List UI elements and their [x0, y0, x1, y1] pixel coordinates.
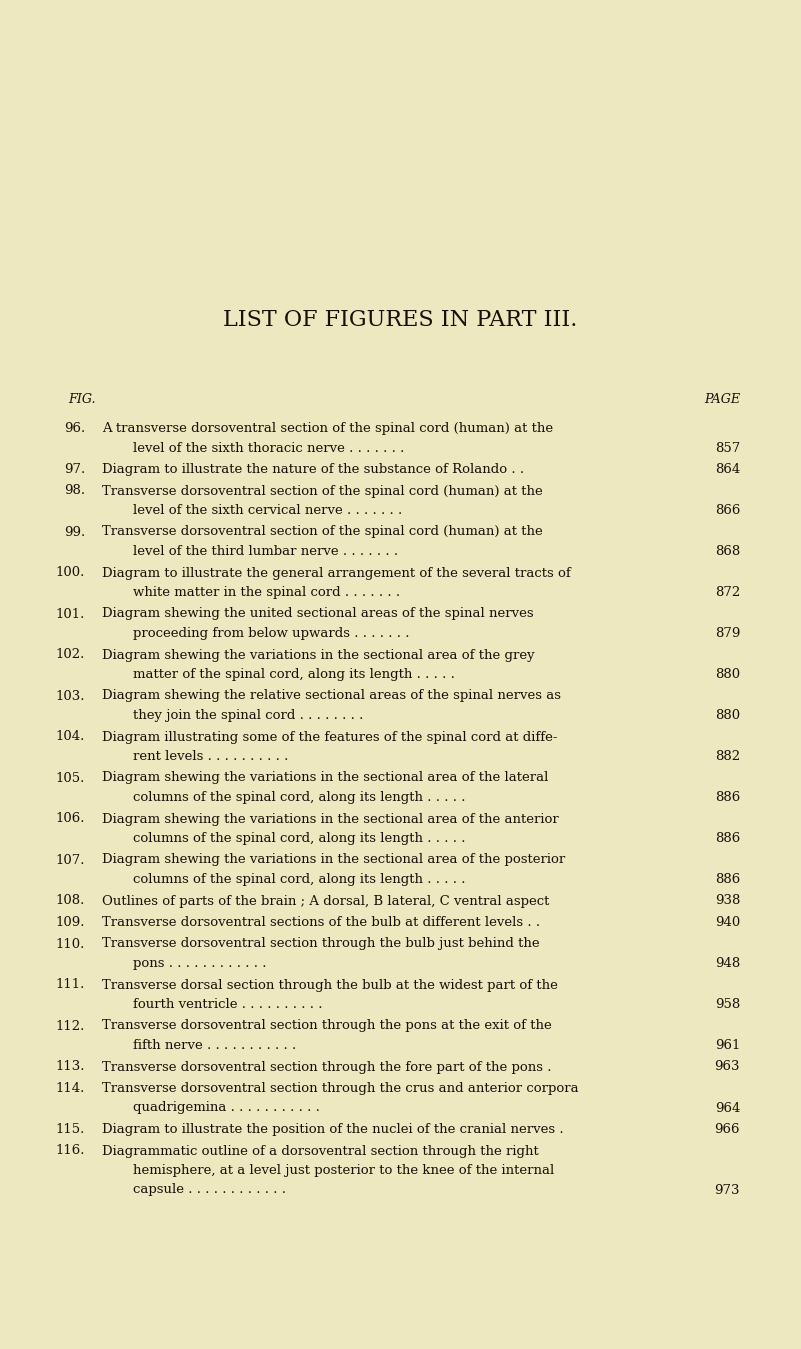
Text: columns of the spinal cord, along its length . . . . .: columns of the spinal cord, along its le…: [133, 873, 465, 886]
Text: rent levels . . . . . . . . . .: rent levels . . . . . . . . . .: [133, 750, 288, 764]
Text: level of the sixth thoracic nerve . . . . . . .: level of the sixth thoracic nerve . . . …: [133, 441, 405, 455]
Text: fifth nerve . . . . . . . . . . .: fifth nerve . . . . . . . . . . .: [133, 1039, 296, 1052]
Text: 113.: 113.: [55, 1060, 85, 1074]
Text: Transverse dorsoventral section through the crus and anterior corpora: Transverse dorsoventral section through …: [102, 1082, 578, 1095]
Text: LIST OF FIGURES IN PART III.: LIST OF FIGURES IN PART III.: [223, 309, 578, 331]
Text: 110.: 110.: [55, 938, 85, 951]
Text: Diagram shewing the variations in the sectional area of the grey: Diagram shewing the variations in the se…: [102, 649, 534, 661]
Text: 961: 961: [714, 1039, 740, 1052]
Text: 102.: 102.: [55, 649, 85, 661]
Text: Diagram shewing the relative sectional areas of the spinal nerves as: Diagram shewing the relative sectional a…: [102, 689, 561, 703]
Text: 100.: 100.: [55, 567, 85, 580]
Text: 879: 879: [714, 627, 740, 639]
Text: white matter in the spinal cord . . . . . . .: white matter in the spinal cord . . . . …: [133, 585, 400, 599]
Text: 886: 886: [714, 832, 740, 844]
Text: pons . . . . . . . . . . . .: pons . . . . . . . . . . . .: [133, 956, 267, 970]
Text: 857: 857: [714, 441, 740, 455]
Text: 886: 886: [714, 791, 740, 804]
Text: 116.: 116.: [55, 1144, 85, 1157]
Text: 973: 973: [714, 1183, 740, 1197]
Text: 109.: 109.: [55, 916, 85, 929]
Text: proceeding from below upwards . . . . . . .: proceeding from below upwards . . . . . …: [133, 627, 409, 639]
Text: Diagram to illustrate the position of the nuclei of the cranial nerves .: Diagram to illustrate the position of th…: [102, 1122, 564, 1136]
Text: 108.: 108.: [55, 894, 85, 908]
Text: Diagram to illustrate the nature of the substance of Rolando . .: Diagram to illustrate the nature of the …: [102, 463, 524, 476]
Text: Diagram to illustrate the general arrangement of the several tracts of: Diagram to illustrate the general arrang…: [102, 567, 571, 580]
Text: they join the spinal cord . . . . . . . .: they join the spinal cord . . . . . . . …: [133, 710, 364, 722]
Text: Transverse dorsoventral section through the bulb just behind the: Transverse dorsoventral section through …: [102, 938, 540, 951]
Text: Transverse dorsal section through the bulb at the widest part of the: Transverse dorsal section through the bu…: [102, 978, 557, 992]
Text: 886: 886: [714, 873, 740, 886]
Text: 111.: 111.: [55, 978, 85, 992]
Text: 964: 964: [714, 1102, 740, 1114]
Text: hemisphere, at a level just posterior to the knee of the internal: hemisphere, at a level just posterior to…: [133, 1164, 554, 1176]
Text: 872: 872: [714, 585, 740, 599]
Text: capsule . . . . . . . . . . . .: capsule . . . . . . . . . . . .: [133, 1183, 286, 1197]
Text: 963: 963: [714, 1060, 740, 1074]
Text: Transverse dorsoventral section of the spinal cord (human) at the: Transverse dorsoventral section of the s…: [102, 526, 543, 538]
Text: 101.: 101.: [55, 607, 85, 621]
Text: columns of the spinal cord, along its length . . . . .: columns of the spinal cord, along its le…: [133, 832, 465, 844]
Text: 98.: 98.: [64, 484, 85, 498]
Text: Diagram shewing the variations in the sectional area of the lateral: Diagram shewing the variations in the se…: [102, 772, 549, 785]
Text: 940: 940: [714, 916, 740, 929]
Text: 958: 958: [714, 998, 740, 1010]
Text: 96.: 96.: [64, 422, 85, 434]
Text: Outlines of parts of the brain ; A dorsal, B lateral, C ventral aspect: Outlines of parts of the brain ; A dorsa…: [102, 894, 549, 908]
Text: 880: 880: [714, 668, 740, 681]
Text: level of the sixth cervical nerve . . . . . . .: level of the sixth cervical nerve . . . …: [133, 505, 402, 517]
Text: 106.: 106.: [55, 812, 85, 826]
Text: 97.: 97.: [64, 463, 85, 476]
Text: Diagrammatic outline of a dorsoventral section through the right: Diagrammatic outline of a dorsoventral s…: [102, 1144, 539, 1157]
Text: Transverse dorsoventral section through the fore part of the pons .: Transverse dorsoventral section through …: [102, 1060, 552, 1074]
Text: Diagram shewing the variations in the sectional area of the anterior: Diagram shewing the variations in the se…: [102, 812, 559, 826]
Text: Diagram illustrating some of the features of the spinal cord at diffe-: Diagram illustrating some of the feature…: [102, 731, 557, 743]
Text: 112.: 112.: [55, 1020, 85, 1032]
Text: 948: 948: [714, 956, 740, 970]
Text: 103.: 103.: [55, 689, 85, 703]
Text: matter of the spinal cord, along its length . . . . .: matter of the spinal cord, along its len…: [133, 668, 455, 681]
Text: level of the third lumbar nerve . . . . . . .: level of the third lumbar nerve . . . . …: [133, 545, 398, 558]
Text: FIG.: FIG.: [68, 393, 95, 406]
Text: 104.: 104.: [55, 731, 85, 743]
Text: 105.: 105.: [55, 772, 85, 785]
Text: 107.: 107.: [55, 854, 85, 866]
Text: columns of the spinal cord, along its length . . . . .: columns of the spinal cord, along its le…: [133, 791, 465, 804]
Text: 866: 866: [714, 505, 740, 517]
Text: 880: 880: [714, 710, 740, 722]
Text: 882: 882: [714, 750, 740, 764]
Text: 864: 864: [714, 463, 740, 476]
Text: quadrigemina . . . . . . . . . . .: quadrigemina . . . . . . . . . . .: [133, 1102, 320, 1114]
Text: Diagram shewing the united sectional areas of the spinal nerves: Diagram shewing the united sectional are…: [102, 607, 533, 621]
Text: 114.: 114.: [55, 1082, 85, 1095]
Text: 99.: 99.: [64, 526, 85, 538]
Text: Transverse dorsoventral section of the spinal cord (human) at the: Transverse dorsoventral section of the s…: [102, 484, 543, 498]
Text: 868: 868: [714, 545, 740, 558]
Text: 966: 966: [714, 1122, 740, 1136]
Text: Transverse dorsoventral sections of the bulb at different levels . .: Transverse dorsoventral sections of the …: [102, 916, 540, 929]
Text: Diagram shewing the variations in the sectional area of the posterior: Diagram shewing the variations in the se…: [102, 854, 566, 866]
Text: fourth ventricle . . . . . . . . . .: fourth ventricle . . . . . . . . . .: [133, 998, 323, 1010]
Text: A transverse dorsoventral section of the spinal cord (human) at the: A transverse dorsoventral section of the…: [102, 422, 553, 434]
Text: 115.: 115.: [55, 1122, 85, 1136]
Text: PAGE: PAGE: [704, 393, 740, 406]
Text: 938: 938: [714, 894, 740, 908]
Text: Transverse dorsoventral section through the pons at the exit of the: Transverse dorsoventral section through …: [102, 1020, 552, 1032]
